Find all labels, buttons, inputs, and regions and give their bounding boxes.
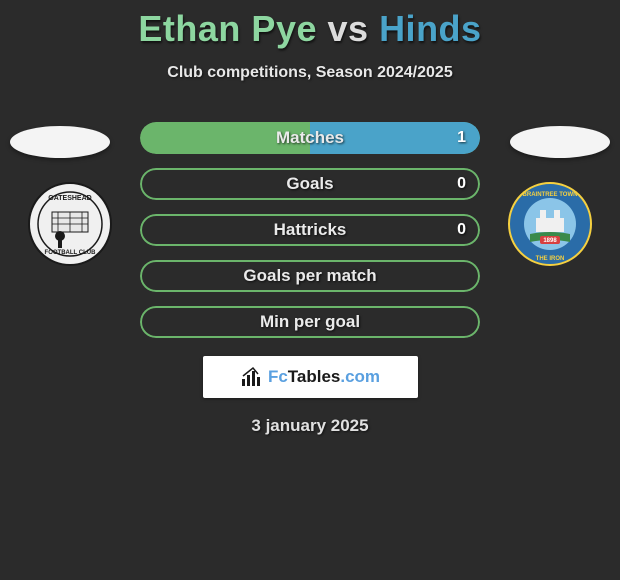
date-label: 3 january 2025 (0, 416, 620, 436)
stat-value-right: 1 (457, 122, 466, 154)
svg-text:BRAINTREE TOWN: BRAINTREE TOWN (523, 192, 578, 198)
braintree-badge-icon: 1898 BRAINTREE TOWN THE IRON (508, 182, 592, 266)
club-left-badge: GATESHEAD FOOTBALL CLUB (28, 182, 112, 266)
subtitle: Club competitions, Season 2024/2025 (0, 64, 620, 82)
chart-icon (240, 366, 262, 388)
svg-text:FOOTBALL CLUB: FOOTBALL CLUB (45, 250, 97, 256)
stat-value-right: 0 (457, 168, 466, 200)
brand-domain: .com (340, 367, 380, 386)
stat-label: Hattricks (140, 214, 480, 246)
brand-prefix: Fc (268, 367, 288, 386)
vs-connector: vs (328, 8, 369, 49)
club-right-badge: 1898 BRAINTREE TOWN THE IRON (508, 182, 592, 266)
stat-label: Matches (140, 122, 480, 154)
stat-bar: Min per goal (140, 306, 480, 338)
svg-text:1898: 1898 (543, 238, 557, 244)
player1-name: Ethan Pye (138, 8, 317, 49)
gateshead-badge-icon: GATESHEAD FOOTBALL CLUB (28, 182, 112, 266)
stat-label: Goals per match (140, 260, 480, 292)
stat-value-right: 0 (457, 214, 466, 246)
stat-label: Goals (140, 168, 480, 200)
player1-avatar-placeholder (10, 126, 110, 158)
brand-text: FcTables.com (268, 367, 380, 387)
content-area: GATESHEAD FOOTBALL CLUB 1898 BRAINTREE T… (0, 122, 620, 436)
stats-bars: Matches1Goals0Hattricks0Goals per matchM… (140, 122, 480, 338)
brand-box[interactable]: FcTables.com (203, 356, 418, 398)
comparison-title: Ethan Pye vs Hinds (0, 0, 620, 50)
stat-bar: Goals per match (140, 260, 480, 292)
brand-suffix: Tables (288, 367, 341, 386)
svg-text:THE IRON: THE IRON (536, 256, 565, 262)
svg-text:GATESHEAD: GATESHEAD (48, 195, 91, 202)
player2-name: Hinds (379, 8, 482, 49)
player2-avatar-placeholder (510, 126, 610, 158)
stat-bar: Hattricks0 (140, 214, 480, 246)
stat-label: Min per goal (140, 306, 480, 338)
stat-bar: Goals0 (140, 168, 480, 200)
stat-bar: Matches1 (140, 122, 480, 154)
